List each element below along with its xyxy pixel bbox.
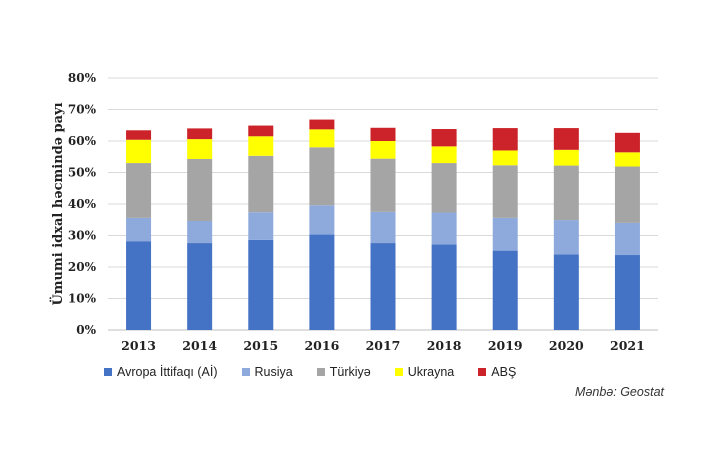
bar-segment — [309, 129, 335, 148]
y-tick-label: 50% — [68, 166, 97, 180]
bar-segment — [431, 163, 457, 213]
bar-segment — [553, 128, 579, 150]
legend-item: Türkiyə — [316, 365, 371, 379]
bar-segment — [187, 243, 213, 330]
bar-segment — [492, 150, 518, 166]
y-axis: 0% 10% 20% 30% 40% 50% 60% 70% 80% — [68, 71, 97, 337]
bar-segment — [614, 166, 640, 223]
legend-item: Avropa İttifaqı (Aİ) — [104, 365, 218, 379]
bar-segment — [126, 139, 152, 164]
x-tick-label: 2020 — [549, 338, 584, 353]
bar-segment — [309, 119, 335, 130]
bar-segment — [126, 241, 152, 330]
legend-swatch — [316, 368, 325, 376]
bar-segment — [248, 125, 274, 137]
bar-segment — [309, 147, 335, 206]
bar-segment — [370, 127, 396, 141]
legend-label: Avropa İttifaqı (Aİ) — [117, 365, 218, 379]
bar-segment — [309, 234, 335, 330]
y-tick-label: 40% — [68, 197, 97, 211]
legend-label: Rusiya — [254, 365, 293, 379]
legend-label: Ukrayna — [407, 365, 455, 379]
bar-segment — [187, 139, 213, 159]
y-tick-label: 10% — [68, 292, 97, 306]
bar-segment — [370, 158, 396, 212]
bar-segment — [492, 165, 518, 218]
bar-segment — [370, 141, 396, 159]
bar-segment — [431, 212, 457, 245]
y-tick-label: 30% — [68, 229, 97, 243]
bar-segment — [126, 217, 152, 242]
bar-segment — [614, 255, 640, 330]
y-tick-label: 80% — [68, 71, 97, 85]
x-tick-label: 2015 — [243, 338, 278, 353]
bar-segment — [492, 128, 518, 151]
bar-segment — [614, 132, 640, 153]
bar-segment — [614, 152, 640, 167]
legend-label: Türkiyə — [329, 365, 371, 379]
bar-segment — [126, 130, 152, 140]
bar-segment — [248, 136, 274, 156]
x-tick-label: 2016 — [304, 338, 339, 353]
bar-segment — [431, 129, 457, 147]
y-tick-label: 0% — [76, 323, 96, 337]
x-tick-label: 2019 — [488, 338, 523, 353]
source-note: Mənbə: Geostat — [575, 385, 664, 399]
legend: Avropa İttifaqı (Aİ) Rusiya Türkiyə Ukrayna… — [104, 364, 540, 380]
x-tick-label: 2014 — [182, 338, 217, 353]
bar-segment — [248, 212, 274, 240]
bar-segment — [553, 220, 579, 255]
bar-segment — [431, 146, 457, 164]
x-tick-label: 2013 — [121, 338, 156, 353]
legend-swatch — [104, 368, 112, 376]
legend-item: Rusiya — [241, 365, 293, 379]
y-tick-label: 20% — [68, 260, 97, 274]
bar-segment — [187, 158, 213, 222]
bar-segment — [431, 244, 457, 330]
bars — [126, 119, 640, 330]
bar-segment — [553, 254, 579, 330]
legend-item: ABŞ — [478, 365, 516, 379]
legend-item: Ukrayna — [394, 365, 455, 379]
bar-segment — [248, 155, 274, 213]
legend-label: ABŞ — [491, 365, 517, 379]
bar-segment — [187, 221, 213, 244]
legend-swatch — [478, 368, 487, 376]
y-axis-title: Ümumi idxal həcmində payı — [49, 102, 66, 305]
bar-segment — [248, 239, 274, 330]
y-tick-label: 70% — [68, 103, 97, 117]
bar-segment — [492, 250, 518, 330]
bar-segment — [553, 165, 579, 221]
x-tick-label: 2017 — [366, 338, 401, 353]
x-tick-label: 2018 — [427, 338, 462, 353]
bar-segment — [614, 222, 640, 256]
bar-segment — [370, 243, 396, 330]
bar-segment — [553, 149, 579, 166]
x-axis: 2013 2014 2015 2016 2017 2018 2019 2020 2021 — [121, 338, 645, 353]
bar-segment — [126, 163, 152, 218]
y-tick-label: 60% — [68, 134, 97, 148]
bar-segment — [309, 205, 335, 235]
bar-segment — [492, 217, 518, 251]
bar-segment — [370, 211, 396, 244]
legend-swatch — [241, 368, 250, 376]
bar-segment — [187, 128, 213, 140]
x-tick-label: 2021 — [610, 338, 645, 353]
legend-swatch — [394, 368, 403, 376]
